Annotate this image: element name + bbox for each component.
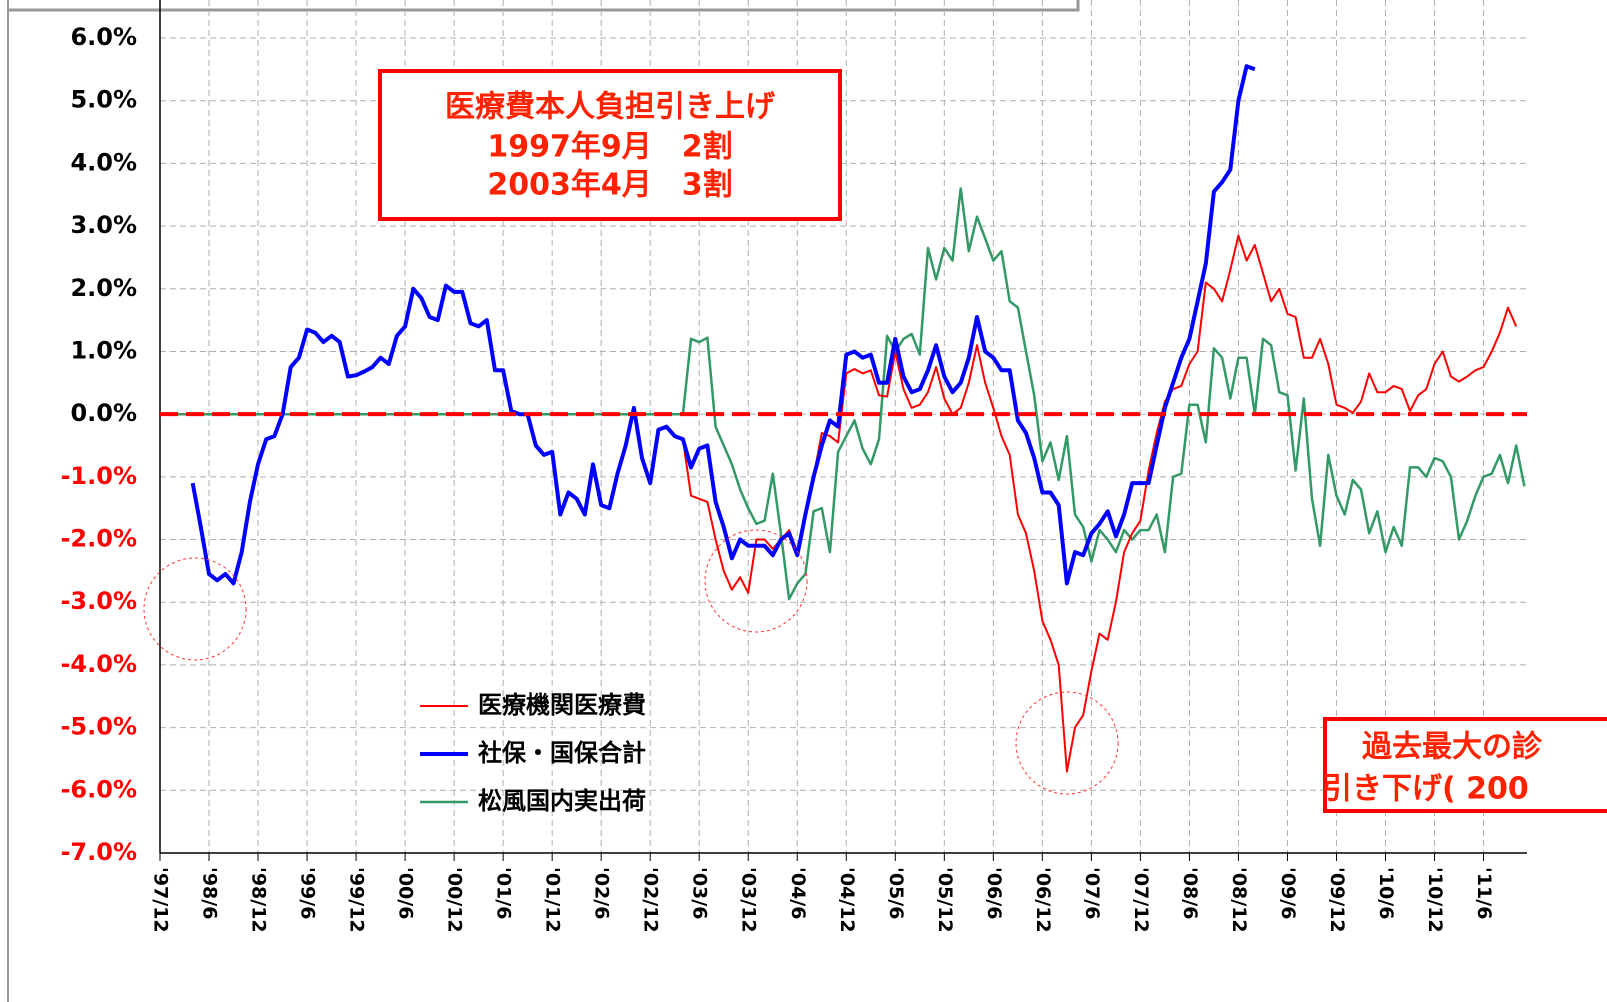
annotation-box — [1323, 717, 1607, 813]
x-tick-label: '01/12 — [542, 867, 564, 933]
highlight-circle — [143, 557, 247, 661]
y-tick-label: -6.0% — [60, 775, 137, 803]
x-tick-label: '06/12 — [1032, 867, 1054, 933]
y-tick-label: 4.0% — [70, 148, 137, 176]
y-tick-label: 1.0% — [70, 336, 137, 364]
x-tick-label: '03/6 — [689, 867, 711, 919]
y-tick-label: -1.0% — [60, 462, 137, 490]
series-line — [190, 64, 1256, 586]
x-tick-label: '03/12 — [738, 867, 760, 933]
annotation: 2003年4月 3割 — [487, 168, 732, 203]
highlight-circle — [1015, 691, 1119, 795]
x-tick-label: '98/6 — [199, 867, 221, 919]
annotation-box — [378, 69, 842, 221]
x-tick-label: '02/12 — [640, 867, 662, 933]
y-tick-label: -5.0% — [60, 713, 137, 741]
plot-area: -7.0% -6.0% -5.0% -4.0% -3.0% -2.0% -1.0% 0.0% 1… — [60, 0, 1527, 933]
x-tick-label: '11/6 — [1473, 867, 1495, 919]
legend-label: 松風国内実出荷 — [478, 787, 646, 815]
annotation: 1997年9月 2割 — [487, 130, 732, 165]
x-tick-label: '04/12 — [836, 867, 858, 933]
x-tick-label: '01/6 — [493, 867, 515, 919]
x-tick-label: '00/12 — [444, 867, 466, 933]
y-tick-label: 3.0% — [70, 211, 137, 239]
y-tick-label: 6.0% — [70, 23, 137, 51]
annotation: 引き下げ( 200 — [1322, 772, 1529, 807]
x-tick-label: '09/6 — [1277, 867, 1299, 919]
y-tick-label: 5.0% — [70, 86, 137, 114]
y-tick-label: -7.0% — [60, 838, 137, 866]
x-tick-label: '07/12 — [1130, 867, 1152, 933]
y-tick-label: 0.0% — [70, 399, 137, 427]
y-tick-label: -3.0% — [60, 587, 137, 615]
legend-label: 社保・国保合計 — [478, 739, 646, 767]
x-tick-label: '99/12 — [346, 867, 368, 933]
series-line — [160, 187, 1526, 601]
x-tick-label: '05/12 — [934, 867, 956, 933]
x-tick-label: '00/6 — [395, 867, 417, 919]
highlight-circle — [704, 529, 808, 633]
x-tick-label: '97/12 — [150, 867, 172, 933]
annotation: 医療費本人負担引き上げ — [445, 90, 776, 125]
x-tick-label: '08/12 — [1228, 867, 1250, 933]
x-tick-label: '07/6 — [1081, 867, 1103, 919]
frame — [8, 0, 1080, 12]
y-tick-label: -4.0% — [60, 650, 137, 678]
y-tick-label: -2.0% — [60, 525, 137, 553]
x-tick-label: '02/6 — [591, 867, 613, 919]
legend-label: 医療機関医療費 — [478, 691, 646, 719]
x-tick-label: '04/6 — [787, 867, 809, 919]
x-tick-label: '09/12 — [1326, 867, 1348, 933]
x-tick-label: '10/6 — [1375, 867, 1397, 919]
annotation: 過去最大の診 — [1362, 730, 1543, 765]
x-tick-label: '05/6 — [885, 867, 907, 919]
x-tick-label: '98/12 — [248, 867, 270, 933]
series-line — [681, 234, 1518, 773]
x-tick-label: '10/12 — [1424, 867, 1446, 933]
y-tick-label: 2.0% — [70, 274, 137, 302]
x-tick-label: '06/6 — [983, 867, 1005, 919]
x-tick-label: '08/6 — [1179, 867, 1201, 919]
x-tick-label: '99/6 — [297, 867, 319, 919]
